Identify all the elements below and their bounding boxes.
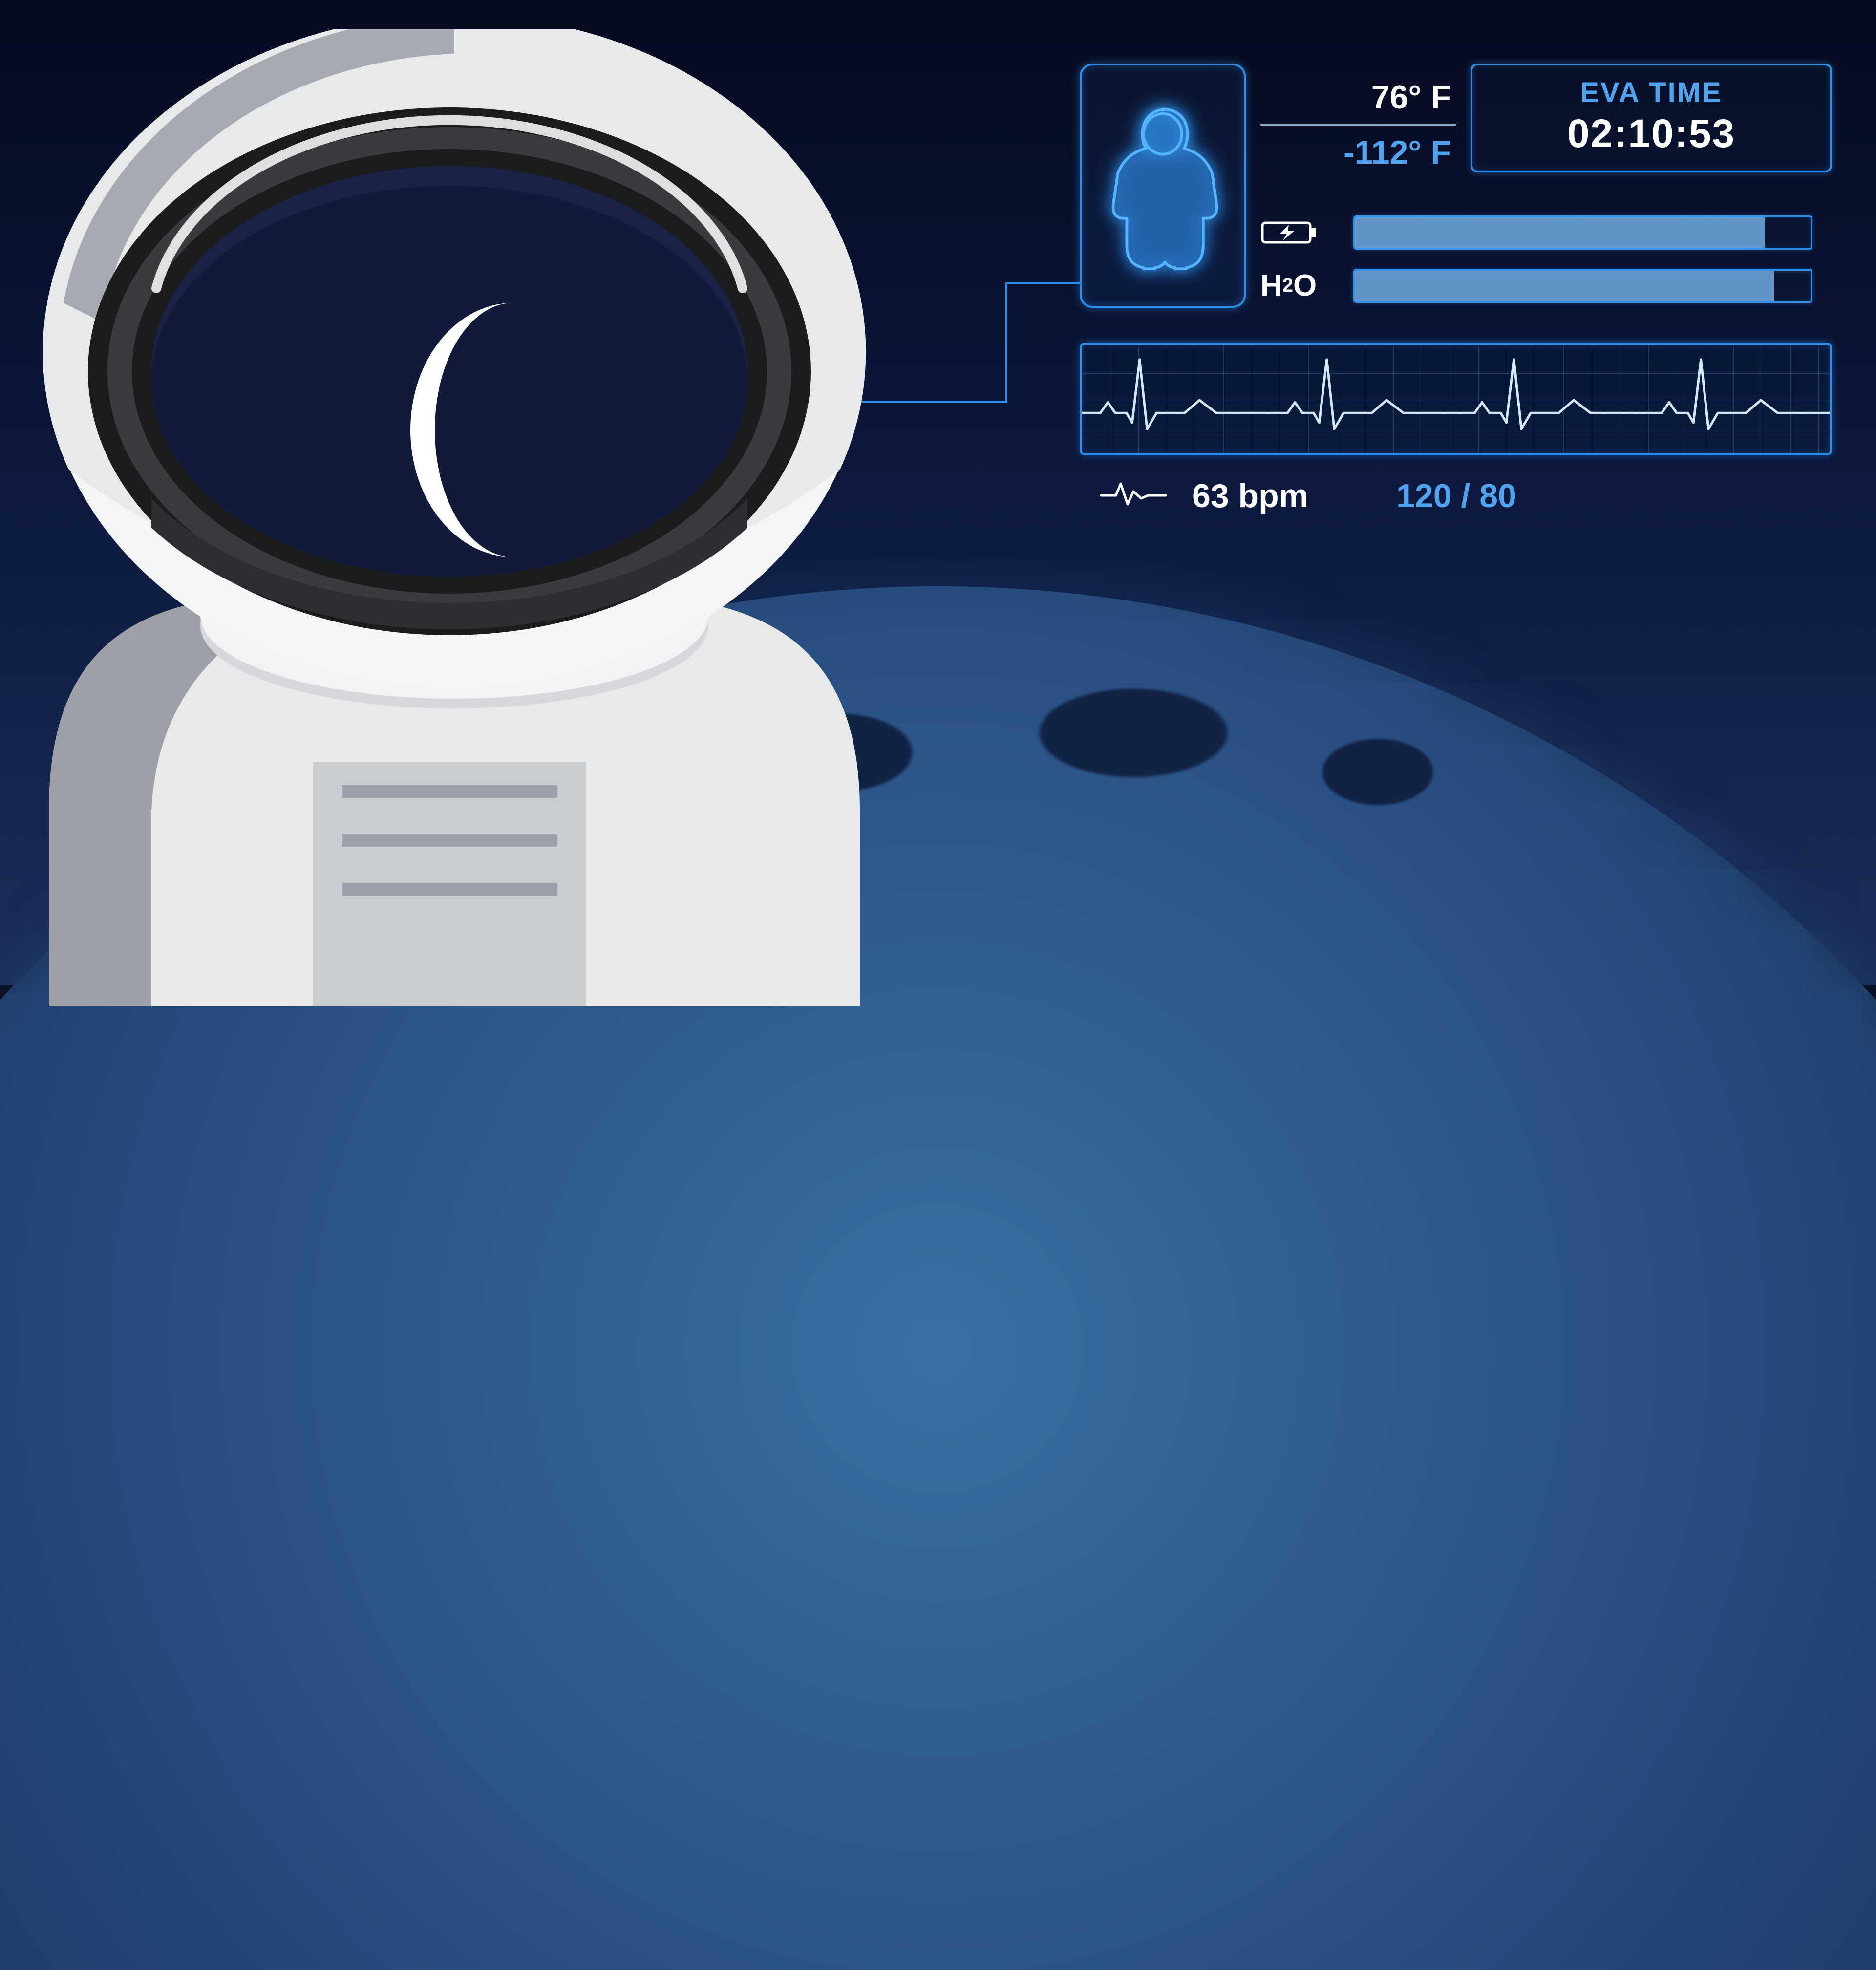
heart-rate-value: 63 bpm [1192, 477, 1308, 515]
astronaut-figure [0, 29, 967, 1006]
water-bar-row: H2O [1260, 268, 1812, 303]
pulse-icon [1099, 475, 1163, 517]
ecg-panel [1080, 343, 1832, 455]
water-label: H2O [1260, 268, 1339, 303]
temperature-readout: 76° F -112° F H2O [1260, 64, 1456, 321]
temperature-internal: 76° F [1260, 78, 1456, 126]
blood-pressure-value: 120 / 80 [1396, 477, 1516, 515]
vitals-row: 63 bpm 120 / 80 [1080, 475, 1832, 517]
eva-time-panel: EVA TIME 02:10:53 [1471, 64, 1832, 172]
temperature-external: -112° F [1260, 126, 1456, 171]
resource-bars: H2O [1260, 215, 1812, 303]
ecg-waveform [1082, 345, 1830, 455]
hud-top-row: 76° F -112° F H2O [1080, 64, 1832, 321]
suit-silhouette-icon [1107, 93, 1219, 278]
eva-time-label: EVA TIME [1487, 76, 1815, 109]
battery-bar-row [1260, 215, 1812, 250]
water-bar-fill [1355, 271, 1774, 301]
suit-silhouette-panel [1080, 64, 1246, 308]
water-bar-track [1353, 269, 1812, 303]
eva-time-value: 02:10:53 [1487, 111, 1815, 157]
battery-bar-fill [1355, 217, 1765, 248]
battery-bar-track [1353, 215, 1812, 250]
battery-icon [1260, 218, 1339, 247]
hud-panel: 76° F -112° F H2O [1080, 64, 1832, 517]
